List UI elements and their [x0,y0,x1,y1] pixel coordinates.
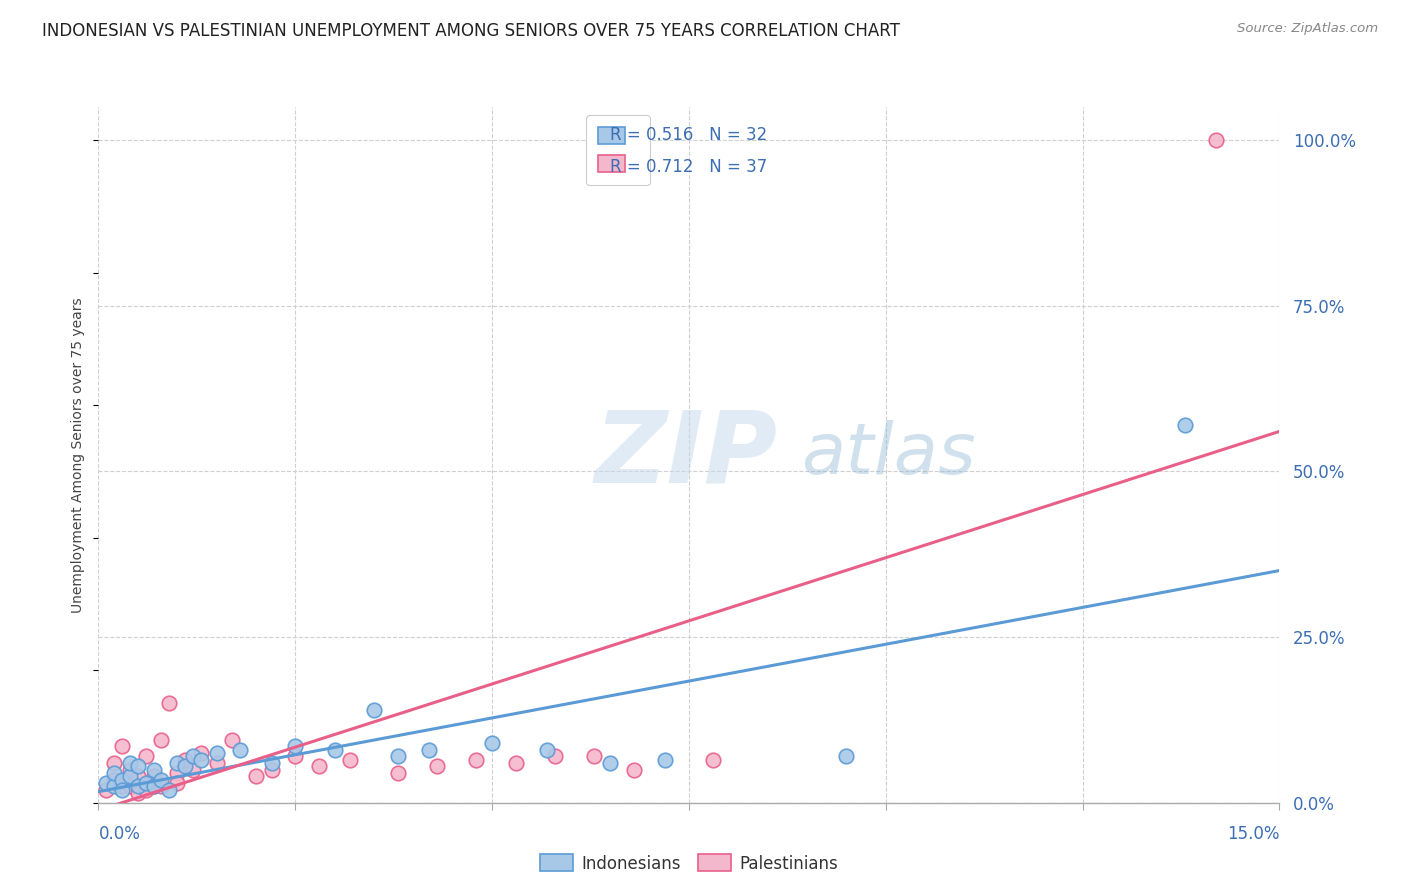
Point [654,753,676,767]
Point [127,769,149,783]
Point [426,759,449,773]
Point [127,779,149,793]
Point [190,746,212,760]
Point [284,739,307,754]
Point [339,753,361,767]
Point [166,766,188,780]
Point [702,753,724,767]
Point [465,753,488,767]
Point [111,779,134,793]
Point [536,743,558,757]
Point [260,763,283,777]
Text: Source: ZipAtlas.com: Source: ZipAtlas.com [1237,22,1378,36]
Point [142,779,165,793]
Point [118,769,141,783]
Point [142,763,165,777]
Text: atlas: atlas [801,420,976,490]
Text: R = 0.516   N = 32: R = 0.516 N = 32 [610,126,768,144]
Point [157,697,180,711]
Point [323,743,346,757]
Point [387,749,409,764]
Point [205,746,228,760]
Point [166,756,188,770]
Point [308,759,330,773]
Point [157,782,180,797]
Point [544,749,567,764]
Point [111,739,134,754]
Point [135,776,157,790]
Point [127,759,149,773]
Text: ZIP: ZIP [595,407,778,503]
Point [190,753,212,767]
Legend: , : , [586,115,650,185]
Point [150,732,173,747]
Point [150,772,173,787]
Point [363,703,385,717]
Point [205,756,228,770]
Point [166,776,188,790]
Point [142,769,165,783]
Point [583,749,606,764]
Point [111,772,134,787]
Point [221,732,243,747]
Point [150,779,173,793]
Point [111,782,134,797]
Text: R = 0.712   N = 37: R = 0.712 N = 37 [610,158,768,176]
Point [481,736,503,750]
Point [127,786,149,800]
Point [284,749,307,764]
Point [387,766,409,780]
Text: INDONESIAN VS PALESTINIAN UNEMPLOYMENT AMONG SENIORS OVER 75 YEARS CORRELATION C: INDONESIAN VS PALESTINIAN UNEMPLOYMENT A… [42,22,900,40]
Legend: Indonesians, Palestinians: Indonesians, Palestinians [533,847,845,880]
Point [103,766,125,780]
Point [135,749,157,764]
Point [181,749,204,764]
Point [135,782,157,797]
Point [418,743,440,757]
Point [103,779,125,793]
Y-axis label: Unemployment Among Seniors over 75 years: Unemployment Among Seniors over 75 years [72,297,86,613]
Text: 0.0%: 0.0% [98,825,141,843]
Point [1174,418,1197,433]
Point [174,759,197,773]
Point [142,779,165,793]
Point [229,743,252,757]
Text: 15.0%: 15.0% [1227,825,1279,843]
Point [118,779,141,793]
Point [623,763,645,777]
Point [599,756,621,770]
Point [245,769,267,783]
Point [260,756,283,770]
Point [835,749,858,764]
Point [96,782,118,797]
Point [103,772,125,787]
Point [1205,133,1227,147]
Point [505,756,527,770]
Point [103,756,125,770]
Point [181,763,204,777]
Point [96,776,118,790]
Point [118,763,141,777]
Point [118,756,141,770]
Point [174,753,197,767]
